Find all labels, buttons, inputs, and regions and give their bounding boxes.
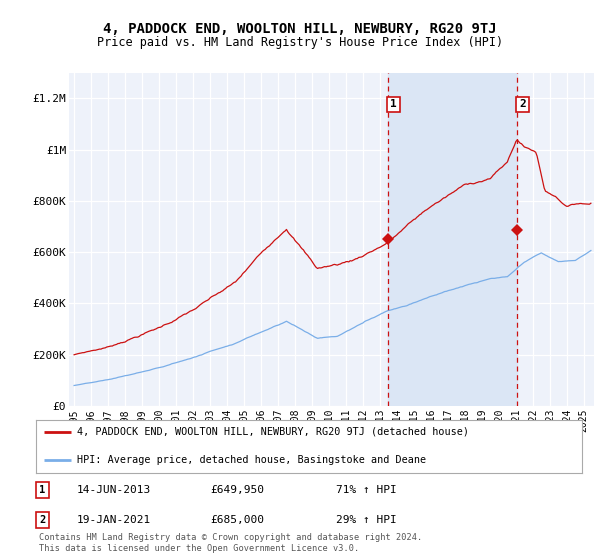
Text: Contains HM Land Registry data © Crown copyright and database right 2024.
This d: Contains HM Land Registry data © Crown c… <box>39 533 422 553</box>
Text: 4, PADDOCK END, WOOLTON HILL, NEWBURY, RG20 9TJ: 4, PADDOCK END, WOOLTON HILL, NEWBURY, R… <box>103 22 497 36</box>
Text: 2: 2 <box>40 515 46 525</box>
Bar <box>388 73 517 406</box>
Text: Price paid vs. HM Land Registry's House Price Index (HPI): Price paid vs. HM Land Registry's House … <box>97 36 503 49</box>
Text: 1: 1 <box>40 485 46 495</box>
Text: HPI: Average price, detached house, Basingstoke and Deane: HPI: Average price, detached house, Basi… <box>77 455 426 465</box>
Text: 71% ↑ HPI: 71% ↑ HPI <box>337 485 397 495</box>
Text: 1: 1 <box>390 100 397 109</box>
Text: 14-JUN-2013: 14-JUN-2013 <box>77 485 151 495</box>
Text: 2: 2 <box>519 100 526 109</box>
Text: 29% ↑ HPI: 29% ↑ HPI <box>337 515 397 525</box>
Text: 19-JAN-2021: 19-JAN-2021 <box>77 515 151 525</box>
Text: £685,000: £685,000 <box>211 515 265 525</box>
Text: £649,950: £649,950 <box>211 485 265 495</box>
Text: 4, PADDOCK END, WOOLTON HILL, NEWBURY, RG20 9TJ (detached house): 4, PADDOCK END, WOOLTON HILL, NEWBURY, R… <box>77 427 469 437</box>
